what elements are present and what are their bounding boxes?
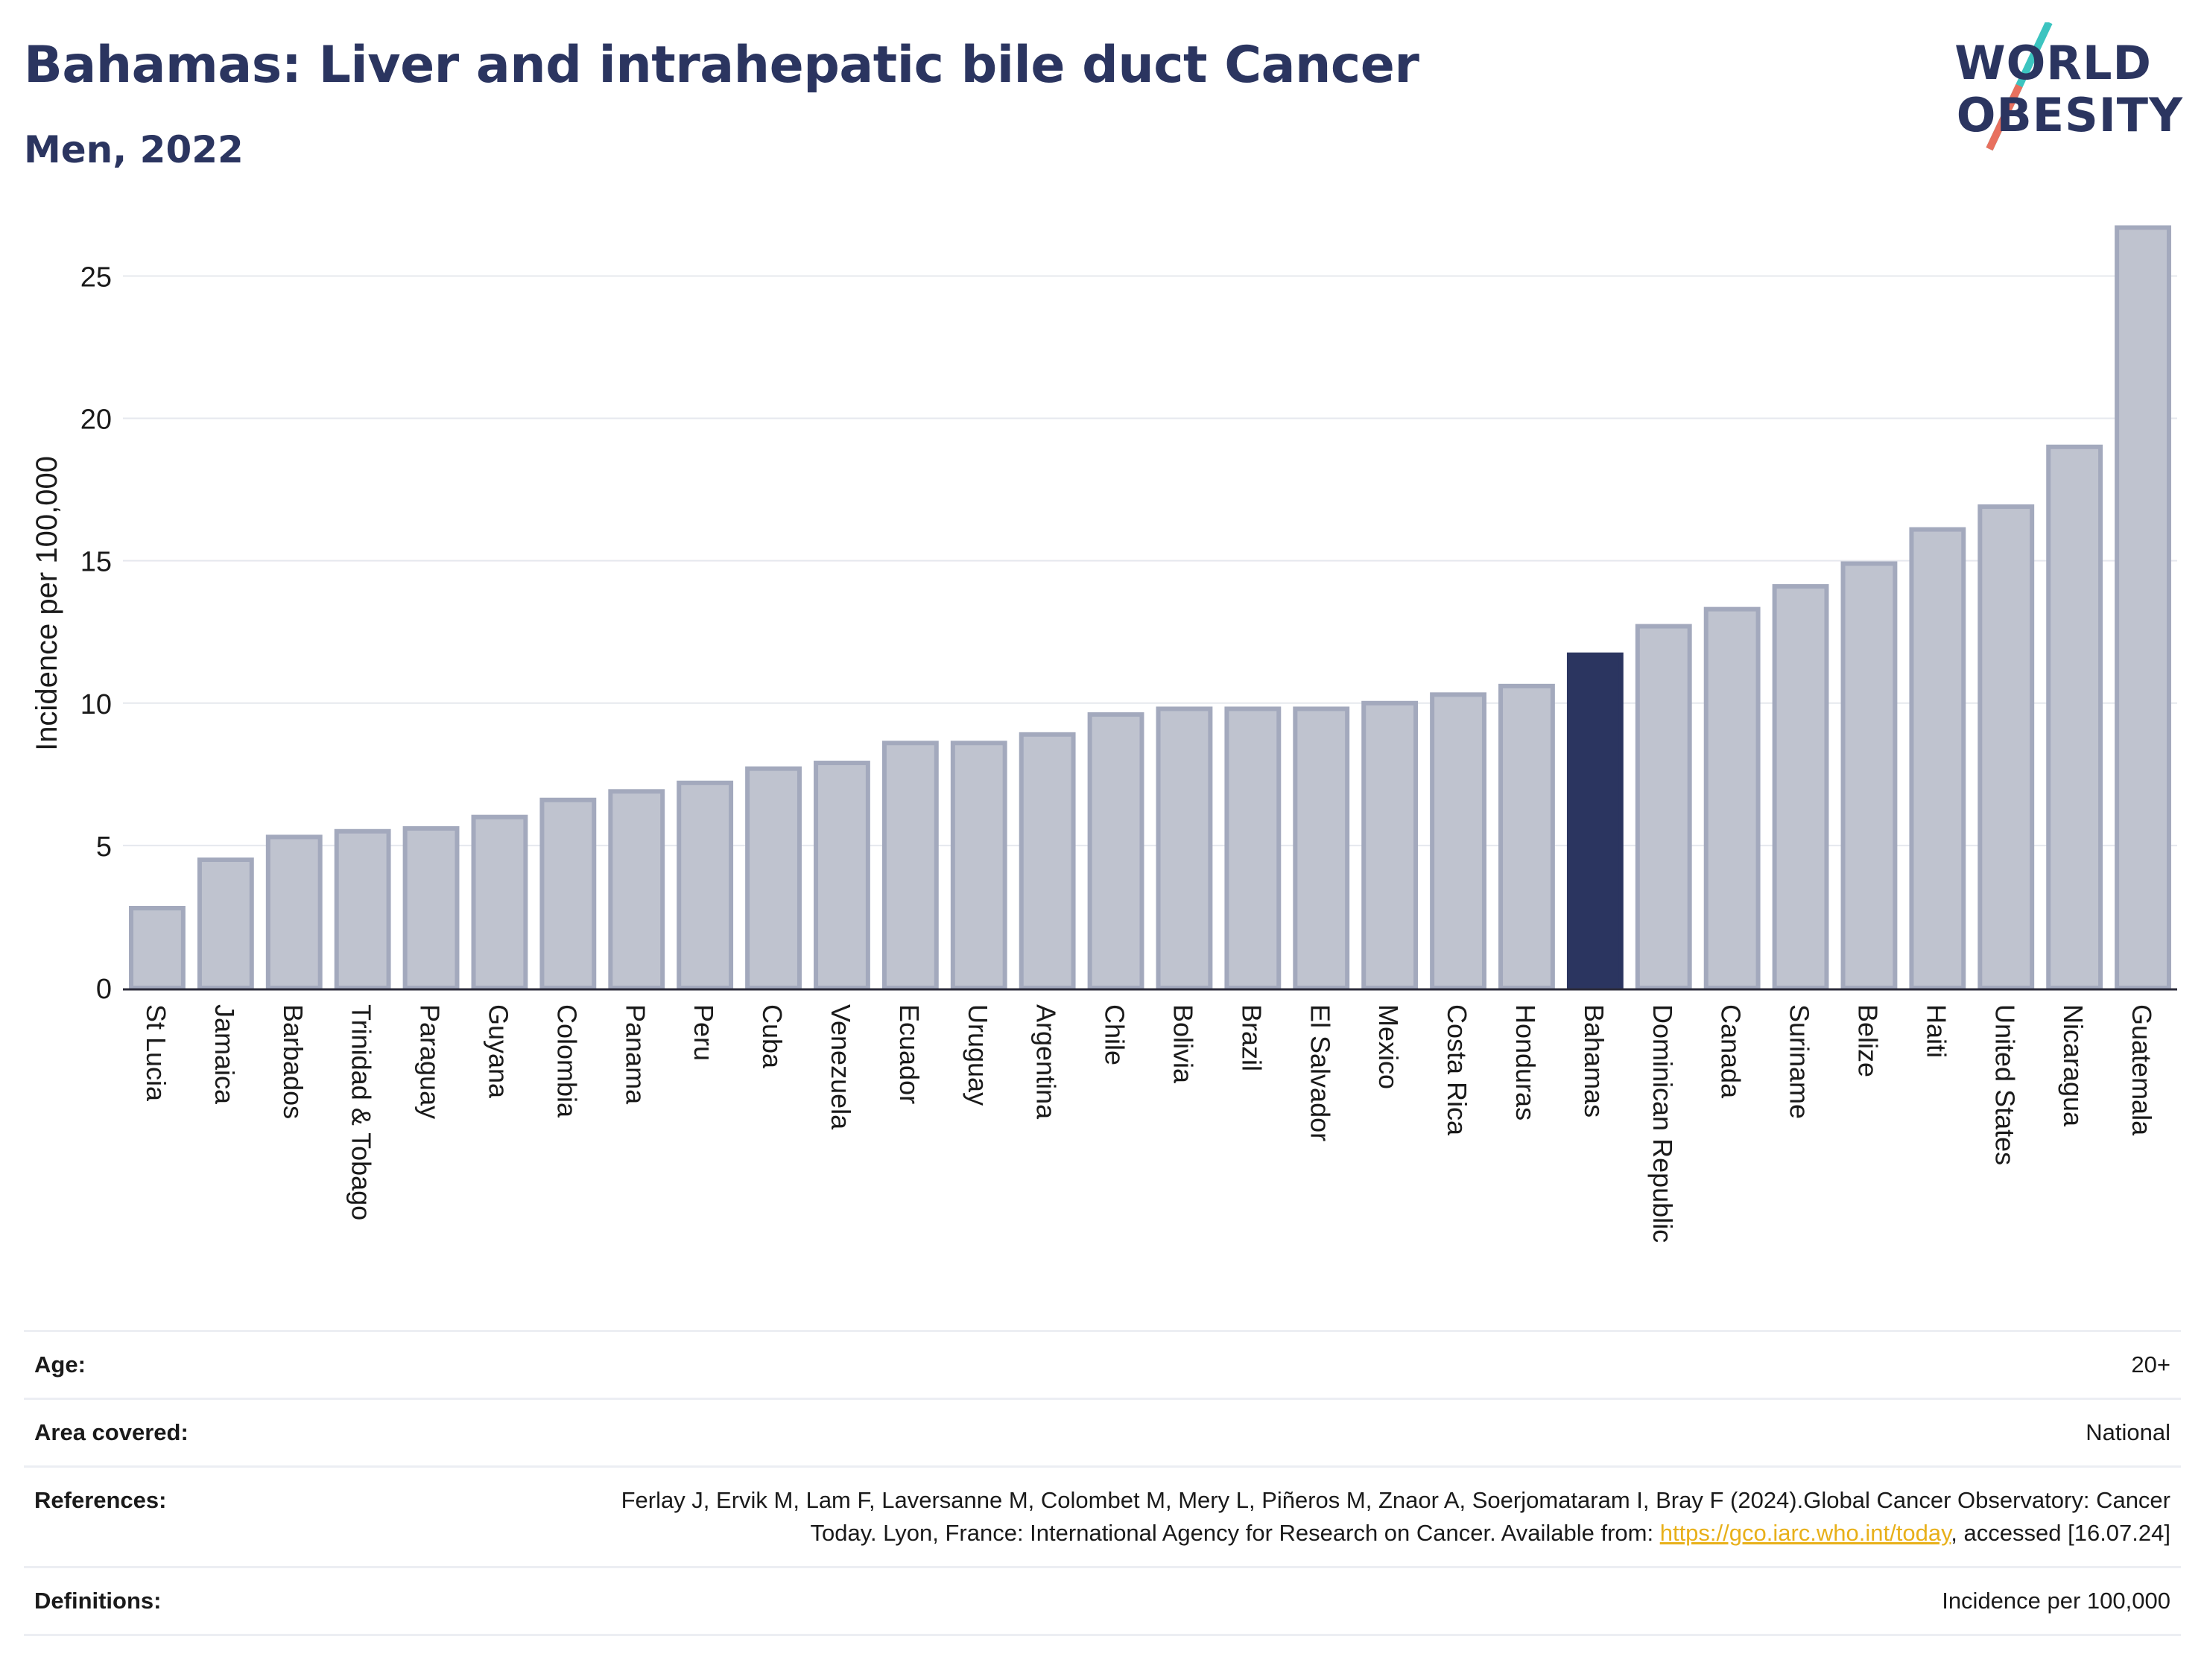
x-tick-label: Trinidad & Tobago <box>346 1004 377 1220</box>
x-tick-label: Guatemala <box>2127 1004 2157 1136</box>
x-tick-label: United States <box>1989 1004 2020 1165</box>
x-tick-label: Belize <box>1852 1004 1883 1077</box>
bar-bolivia[interactable] <box>1156 706 1213 991</box>
x-tick-label: Canada <box>1716 1004 1747 1099</box>
bar-honduras[interactable] <box>1498 683 1555 990</box>
bar-uruguay[interactable] <box>950 741 1007 990</box>
bar-costa-rica[interactable] <box>1430 692 1486 990</box>
x-tick-label: Bolivia <box>1168 1004 1198 1084</box>
info-row-area: Area covered: National <box>24 1398 2181 1467</box>
bar-venezuela[interactable] <box>814 761 870 990</box>
bar-bahamas[interactable] <box>1566 652 1624 990</box>
y-tick-labels: 0 5 10 15 20 25 <box>80 261 112 1005</box>
bar-united-states[interactable] <box>1977 504 2035 990</box>
bar-canada[interactable] <box>1703 606 1761 991</box>
info-value: National <box>2086 1419 2170 1445</box>
logo-word-2: OBESITY <box>1956 88 2183 142</box>
y-tick-label: 0 <box>96 974 112 1005</box>
info-value: Ferlay J, Ervik M, Lam F, Laversanne M, … <box>566 1467 2181 1568</box>
y-axis-label: Incidence per 100,000 <box>31 456 63 751</box>
x-tick-label: Argentina <box>1031 1004 1062 1120</box>
bar-peru[interactable] <box>677 780 734 990</box>
grid-lines <box>123 275 2177 846</box>
bar-argentina[interactable] <box>1019 732 1076 990</box>
x-tick-label: El Salvador <box>1305 1004 1335 1141</box>
logo-word-1: WORLD <box>1954 36 2152 90</box>
bar-barbados[interactable] <box>265 834 323 991</box>
bar-chile[interactable] <box>1087 712 1144 990</box>
bar-paraguay[interactable] <box>402 825 460 991</box>
x-tick-label: Uruguay <box>963 1004 993 1106</box>
y-tick-label: 25 <box>80 261 112 293</box>
x-tick-label: Ecuador <box>894 1004 925 1104</box>
bar-jamaica[interactable] <box>197 858 254 990</box>
info-value: 20+ <box>2131 1351 2170 1378</box>
world-obesity-logo[interactable]: WORLD OBESITY <box>1937 22 2191 156</box>
y-tick-label: 10 <box>80 689 112 720</box>
bar-dominican-republic[interactable] <box>1635 624 1692 990</box>
x-tick-labels: St Lucia Jamaica Barbados Trinidad & Tobago… <box>141 1004 2157 1243</box>
bars <box>129 225 2171 991</box>
bar-st-lucia[interactable] <box>129 905 186 991</box>
bar-guyana[interactable] <box>471 814 528 991</box>
x-tick-label: Venezuela <box>826 1004 856 1130</box>
x-tick-label: Peru <box>688 1004 719 1061</box>
x-tick-label: Jamaica <box>209 1004 240 1105</box>
x-tick-label: Bahamas <box>1579 1004 1609 1118</box>
bar-ecuador[interactable] <box>881 741 939 990</box>
x-tick-label: Costa Rica <box>1442 1004 1472 1136</box>
bar-belize[interactable] <box>1840 561 1898 990</box>
x-tick-label: Guyana <box>483 1004 513 1099</box>
info-row-age: Age: 20+ <box>24 1331 2181 1399</box>
info-key: Age: <box>34 1351 86 1378</box>
bar-cuba[interactable] <box>745 766 802 990</box>
bar-suriname[interactable] <box>1772 584 1829 991</box>
logo-slash-icon <box>1986 22 2053 151</box>
bar-haiti[interactable] <box>1909 527 1966 991</box>
x-tick-label: Suriname <box>1785 1004 1815 1119</box>
x-tick-label: Nicaragua <box>2058 1004 2089 1127</box>
x-tick-label: St Lucia <box>141 1004 171 1102</box>
info-row-references: References: Ferlay J, Ervik M, Lam F, La… <box>24 1466 2181 1568</box>
logo-slash-coral <box>1986 83 2023 151</box>
reference-text: Ferlay J, Ervik M, Lam F, Laversanne M, … <box>621 1487 2170 1546</box>
bar-el-salvador[interactable] <box>1293 706 1350 991</box>
x-tick-label: Mexico <box>1373 1004 1404 1089</box>
reference-text-end: , accessed [16.07.24] <box>1951 1520 2170 1546</box>
y-tick-label: 5 <box>96 831 112 863</box>
x-tick-label: Paraguay <box>415 1004 446 1119</box>
y-tick-label: 15 <box>80 547 112 578</box>
bar-chart: 0 5 10 15 20 25 St Lucia Jamaica Barbados Trinid… <box>31 225 2177 1243</box>
bar-trinidad-tobago[interactable] <box>334 828 391 990</box>
bar-panama[interactable] <box>608 789 665 990</box>
bar-mexico[interactable] <box>1361 700 1419 990</box>
info-key: References: <box>34 1487 167 1513</box>
page-subtitle: Men, 2022 <box>24 128 244 171</box>
bar-brazil[interactable] <box>1224 706 1282 991</box>
reference-link[interactable]: https://gco.iarc.who.int/today <box>1659 1520 1951 1546</box>
x-tick-label: Panama <box>620 1004 650 1105</box>
x-tick-label: Brazil <box>1236 1004 1267 1071</box>
bar-guatemala[interactable] <box>2115 225 2171 990</box>
info-row-definitions: Definitions: Incidence per 100,000 <box>24 1567 2181 1635</box>
x-tick-label: Chile <box>1100 1004 1130 1065</box>
info-value: Incidence per 100,000 <box>1942 1588 2170 1614</box>
x-tick-label: Dominican Republic <box>1647 1004 1678 1243</box>
x-tick-label: Honduras <box>1510 1004 1541 1120</box>
info-key: Definitions: <box>34 1588 162 1614</box>
y-tick-label: 20 <box>80 405 112 436</box>
page-title: Bahamas: Liver and intrahepatic bile duc… <box>24 36 1419 95</box>
bar-colombia[interactable] <box>539 797 597 990</box>
x-tick-label: Haiti <box>1921 1004 1951 1058</box>
x-tick-label: Cuba <box>757 1004 788 1069</box>
info-table: Age: 20+ Area covered: National Referenc… <box>24 1330 2181 1636</box>
x-tick-label: Colombia <box>551 1004 582 1118</box>
info-key: Area covered: <box>34 1419 189 1445</box>
x-tick-label: Barbados <box>278 1004 308 1119</box>
bar-nicaragua[interactable] <box>2046 444 2103 990</box>
